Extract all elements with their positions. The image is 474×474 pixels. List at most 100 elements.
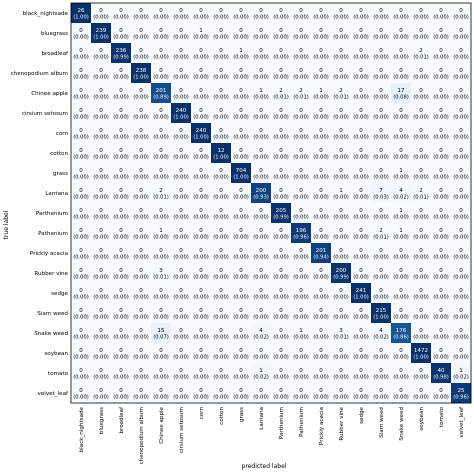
cell-count-label: 0	[279, 228, 283, 234]
matrix-cell	[291, 203, 312, 224]
cell-count-label: 0	[219, 168, 223, 174]
cell-fraction-label: (0.00)	[293, 255, 309, 261]
cell-fraction-label: (0.00)	[253, 55, 269, 61]
cell-count-label: 0	[399, 108, 403, 114]
cell-count-label: 0	[459, 28, 463, 34]
matrix-cell	[311, 203, 332, 224]
matrix-cell	[231, 183, 252, 204]
cell-count-label: 0	[299, 48, 303, 54]
cell-count-label: 0	[159, 28, 163, 34]
plot-frame	[70, 2, 472, 404]
cell-count-label: 0	[419, 68, 423, 74]
cell-count-label: 0	[379, 208, 383, 214]
cell-fraction-label: (0.00)	[353, 15, 369, 21]
matrix-cell	[251, 343, 272, 364]
cell-fraction-label: (0.00)	[273, 35, 289, 41]
matrix-cell	[91, 123, 112, 144]
cell-fraction-label: (0.00)	[173, 255, 189, 261]
cell-fraction-label: (0.02)	[393, 195, 409, 201]
matrix-cell	[451, 123, 472, 144]
cell-fraction-label: (0.00)	[133, 115, 149, 121]
matrix-cell	[211, 43, 232, 64]
matrix-cell	[331, 283, 352, 304]
cell-count-label: 0	[439, 68, 443, 74]
cell-count-label: 0	[459, 148, 463, 154]
matrix-cell	[91, 263, 112, 284]
cell-fraction-label: (0.08)	[393, 95, 409, 101]
cell-fraction-label: (0.00)	[253, 75, 269, 81]
cell-count-label: 0	[419, 268, 423, 274]
matrix-cell	[211, 3, 232, 24]
y-axis-label: true label	[3, 210, 10, 239]
matrix-cell	[131, 63, 152, 84]
matrix-cell	[111, 303, 132, 324]
cell-fraction-label: (0.00)	[173, 375, 189, 381]
matrix-cell	[131, 323, 152, 344]
cell-count-label: 0	[79, 108, 83, 114]
cell-fraction-label: (0.00)	[373, 115, 389, 121]
cell-fraction-label: (0.00)	[153, 135, 169, 141]
cell-count-label: 0	[239, 288, 243, 294]
cell-count-label: 0	[339, 128, 343, 134]
matrix-cell	[151, 203, 172, 224]
cell-count-label: 0	[419, 148, 423, 154]
cell-fraction-label: (0.00)	[333, 355, 349, 361]
cell-count-label: 1	[159, 228, 163, 234]
cell-fraction-label: (0.00)	[313, 75, 329, 81]
cell-count-label: 0	[299, 108, 303, 114]
cell-fraction-label: (0.00)	[193, 75, 209, 81]
cell-count-label: 0	[159, 168, 163, 174]
cell-fraction-label: (0.00)	[213, 295, 229, 301]
cell-count-label: 0	[359, 68, 363, 74]
matrix-cell	[251, 303, 272, 324]
cell-fraction-label: (0.00)	[93, 155, 109, 161]
matrix-cell	[151, 223, 172, 244]
cell-fraction-label: (0.00)	[193, 175, 209, 181]
matrix-cell	[371, 263, 392, 284]
cell-count-label: 0	[99, 328, 103, 334]
cell-count-label: 0	[359, 48, 363, 54]
matrix-cell	[411, 3, 432, 24]
cell-fraction-label: (0.00)	[93, 275, 109, 281]
cell-fraction-label: (0.00)	[73, 255, 89, 261]
matrix-cell	[91, 163, 112, 184]
cell-count-label: 0	[459, 108, 463, 114]
matrix-cell	[91, 43, 112, 64]
cell-count-label: 0	[279, 288, 283, 294]
matrix-cell	[411, 283, 432, 304]
matrix-cell	[331, 203, 352, 224]
cell-count-label: 0	[439, 248, 443, 254]
matrix-cell	[91, 103, 112, 124]
matrix-cell	[211, 203, 232, 224]
y-tick-label: Lantana	[45, 191, 68, 197]
cell-count-label: 2	[279, 88, 283, 94]
matrix-cell	[151, 343, 172, 364]
y-tick-label: bluegrass	[41, 31, 68, 37]
cell-count-label: 0	[259, 308, 263, 314]
matrix-cell	[291, 263, 312, 284]
cell-fraction-label: (0.00)	[193, 375, 209, 381]
matrix-cell	[311, 103, 332, 124]
x-tick-label: Rubber vine	[339, 406, 345, 440]
cell-fraction-label: (0.00)	[413, 155, 429, 161]
matrix-cell	[111, 3, 132, 24]
matrix-cell	[231, 323, 252, 344]
y-tick-label: black_nightsade	[23, 11, 69, 17]
cell-count-label: 0	[439, 348, 443, 354]
cell-fraction-label: (0.00)	[273, 375, 289, 381]
cell-fraction-label: (0.00)	[93, 375, 109, 381]
cell-count-label: 0	[459, 308, 463, 314]
cell-count-label: 0	[419, 168, 423, 174]
cell-count-label: 0	[399, 48, 403, 54]
y-tick-label: Pathenium	[38, 231, 68, 237]
cell-count-label: 0	[279, 268, 283, 274]
matrix-cell	[171, 383, 192, 404]
cell-fraction-label: (0.00)	[393, 295, 409, 301]
cell-count-label: 0	[159, 8, 163, 14]
matrix-cell	[91, 203, 112, 224]
matrix-cell	[291, 103, 312, 124]
cell-count-label: 0	[359, 128, 363, 134]
cell-fraction-label: (0.00)	[453, 135, 469, 141]
matrix-cell	[171, 343, 192, 364]
matrix-cell	[391, 303, 412, 324]
